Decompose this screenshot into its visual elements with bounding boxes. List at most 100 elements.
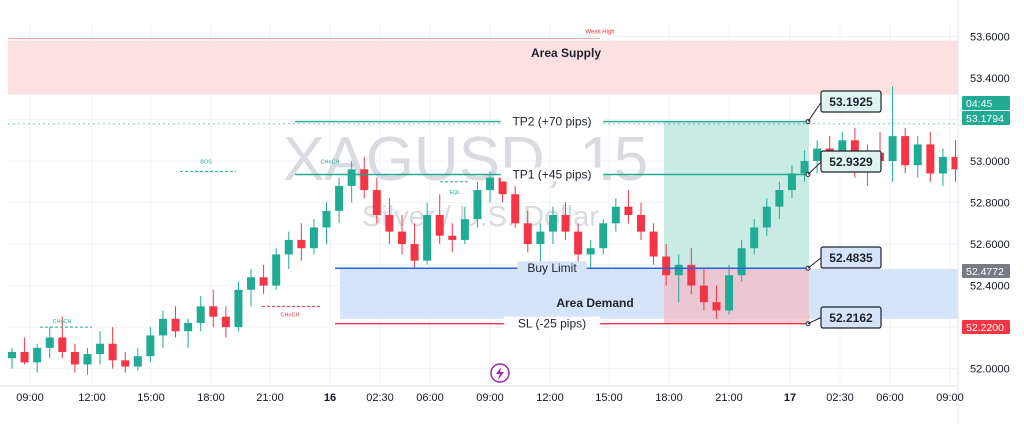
y-tick-label: 52.0000 [970,364,1010,376]
candle-bullish [914,144,922,165]
candle-bearish [524,223,532,244]
candle-bearish [624,207,632,215]
candle-bullish [184,323,192,331]
candle-bearish [172,319,180,331]
x-tick-label: 15:00 [595,392,623,404]
y-tick-label: 53.0000 [970,156,1010,168]
candle-bullish [587,248,595,254]
x-tick-label: 09:00 [476,392,504,404]
y-tick-label: 52.4000 [970,281,1010,293]
x-tick-label: 12:00 [78,392,106,404]
candle-bullish [461,219,469,240]
candle-bullish [423,215,431,261]
candle-bullish [549,215,557,232]
candle-bullish [473,190,481,219]
candle-bearish [109,344,117,361]
candle-bearish [21,352,29,362]
candle-bullish [8,352,16,358]
x-tick-label: 21:00 [256,392,284,404]
candle-bullish [323,211,331,228]
structure-label: BOS [200,159,212,165]
candle-bullish [801,161,809,173]
x-tick-label: 18:00 [655,392,683,404]
price-badge-label: 04:45 [966,98,992,110]
candle-bullish [813,149,821,161]
x-tick-label: 06:00 [876,392,904,404]
candle-bearish [260,277,268,285]
x-tick-label: 02:30 [826,392,854,404]
candle-bearish [398,232,406,244]
candle-bullish [725,275,733,310]
candle-bullish [134,356,142,366]
candle-bearish [436,215,444,236]
weak-high-label: Weak High [585,30,614,36]
candle-bearish [662,257,670,276]
demand-zone-label: Area Demand [556,296,633,310]
level-label: TP2 (+70 pips) [512,115,591,129]
candle-bearish [926,144,934,173]
candle-bullish [46,337,54,347]
price-badge-label: 52.2200 [966,322,1004,334]
x-tick-label: 09:00 [16,392,44,404]
position-profit-area [664,121,809,268]
candle-bearish [385,215,393,232]
price-badge-label: 53.1794 [966,113,1004,125]
x-tick-label: 02:30 [366,392,394,404]
structure-label: CHoCH [281,312,300,318]
candle-bullish [197,306,205,323]
candle-bullish [763,207,771,228]
candle-bearish [297,240,305,248]
candle-bearish [712,302,720,310]
candle-bearish [511,194,519,223]
candle-bullish [33,348,41,363]
x-tick-label: 12:00 [536,392,564,404]
x-tick-label: 06:00 [416,392,444,404]
position-loss-area [664,268,809,323]
candle-bullish [675,265,683,275]
y-tick-label: 52.6000 [970,239,1010,251]
level-label: SL (-25 pips) [518,317,586,331]
candle-bullish [285,240,293,255]
candle-bullish [939,157,947,174]
candle-bearish [650,232,658,257]
x-tick-label: 09:00 [936,392,964,404]
structure-label: CHoCH [321,159,340,165]
candle-bearish [209,306,217,316]
candle-bullish [599,223,607,248]
supply-zone-label: Area Supply [531,46,601,60]
x-tick-label: 15:00 [137,392,165,404]
candle-bullish [486,178,494,190]
candle-bullish [788,173,796,190]
candle-bearish [700,286,708,303]
x-tick-label: 18:00 [197,392,225,404]
candle-bearish [574,232,582,255]
candle-bearish [901,136,909,165]
candle-bullish [612,207,620,224]
candle-bullish [159,319,167,336]
candle-bullish [234,290,242,327]
candle-bullish [536,232,544,244]
level-label: TP1 (+45 pips) [512,168,591,182]
candle-bullish [146,335,154,356]
y-axis-panel [958,0,1024,424]
candle-bullish [96,344,104,354]
candle-bullish [775,190,783,207]
price-callout-value: 53.1925 [829,95,873,109]
candle-bearish [411,244,419,261]
candle-bullish [272,254,280,285]
price-callout-value: 52.2162 [829,311,873,325]
candle-bearish [71,352,79,364]
candle-bearish [637,215,645,232]
candle-bullish [889,136,897,161]
y-tick-label: 53.4000 [970,73,1010,85]
candle-bullish [738,248,746,275]
price-callout-value: 52.4835 [829,251,873,265]
candle-bullish [247,277,255,289]
price-badge-label: 52.4772 [966,266,1004,278]
candle-bullish [335,186,343,211]
supply-zone [8,41,958,95]
candle-bearish [58,337,66,352]
price-callout-value: 52.9329 [829,155,873,169]
candle-bullish [750,227,758,248]
